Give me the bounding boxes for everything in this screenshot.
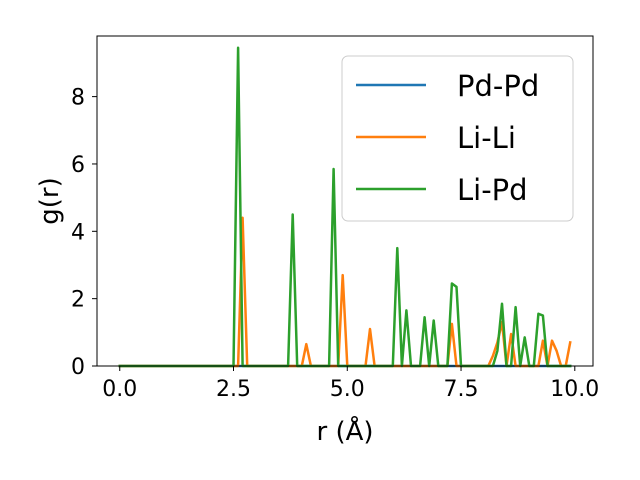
axes-frame xyxy=(96,35,594,367)
legend-items: Pd-Pd Li-Li Li-Pd xyxy=(356,69,539,207)
legend-box xyxy=(341,55,574,222)
y-ticks: 0 2 4 6 8 xyxy=(71,86,97,380)
y-tick-label: 2 xyxy=(71,288,85,313)
x-tick-label: 10.0 xyxy=(550,377,599,402)
x-tick-label: 2.5 xyxy=(216,377,251,402)
legend-label-li-pd: Li-Pd xyxy=(457,173,528,207)
legend-label-pd-pd: Pd-Pd xyxy=(457,69,539,103)
y-tick-label: 8 xyxy=(71,86,85,111)
x-tick-label: 5.0 xyxy=(330,377,365,402)
x-ticks: 0.0 2.5 5.0 7.5 10.0 xyxy=(102,366,599,402)
x-axis-label: r (Å) xyxy=(316,415,373,447)
legend-label-li-li: Li-Li xyxy=(457,121,516,155)
y-tick-label: 4 xyxy=(71,220,85,245)
x-tick-label: 7.5 xyxy=(444,377,479,402)
x-tick-label: 0.0 xyxy=(102,377,137,402)
y-tick-label: 0 xyxy=(71,355,85,380)
y-axis-label: g(r) xyxy=(35,177,65,224)
y-tick-label: 6 xyxy=(71,153,85,178)
legend: Pd-Pd Li-Li Li-Pd xyxy=(341,55,574,222)
